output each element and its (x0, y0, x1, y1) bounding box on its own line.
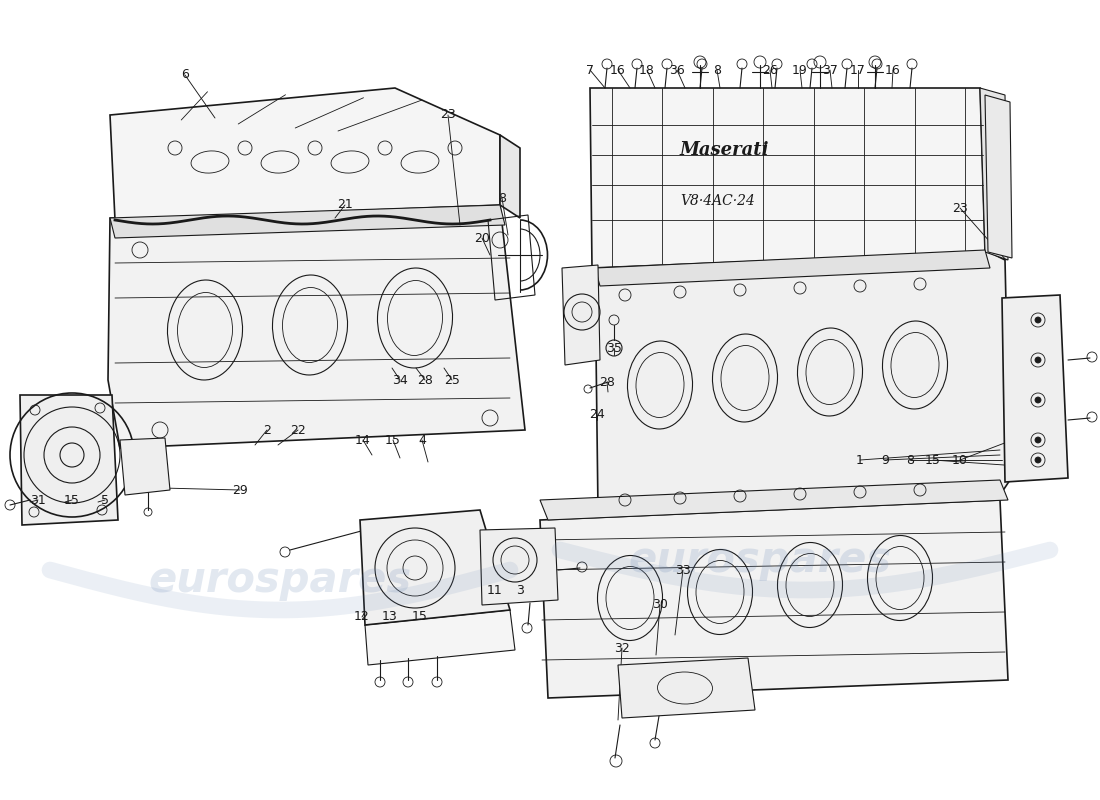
Text: 3: 3 (516, 583, 524, 597)
Text: 30: 30 (652, 598, 668, 611)
Polygon shape (20, 395, 118, 525)
Text: 28: 28 (600, 375, 615, 389)
Text: 15: 15 (412, 610, 428, 623)
Text: 9: 9 (881, 454, 889, 466)
Polygon shape (120, 438, 170, 495)
Text: eurospares: eurospares (628, 539, 892, 581)
Text: 5: 5 (101, 494, 109, 506)
Text: 21: 21 (337, 198, 353, 211)
Text: 14: 14 (355, 434, 371, 446)
Text: 25: 25 (444, 374, 460, 386)
Text: 29: 29 (232, 483, 248, 497)
Text: 23: 23 (953, 202, 968, 214)
Polygon shape (1002, 295, 1068, 482)
Text: 15: 15 (925, 454, 940, 466)
Circle shape (1035, 317, 1041, 323)
Polygon shape (540, 500, 1008, 698)
Text: 37: 37 (822, 63, 838, 77)
Polygon shape (618, 658, 755, 718)
Polygon shape (108, 205, 525, 448)
Text: 22: 22 (290, 423, 306, 437)
Text: 19: 19 (792, 63, 807, 77)
Text: 15: 15 (64, 494, 80, 506)
Text: 34: 34 (392, 374, 408, 386)
Text: 8: 8 (498, 191, 506, 205)
Text: 2: 2 (263, 423, 271, 437)
Text: 28: 28 (417, 374, 433, 386)
Polygon shape (480, 528, 558, 605)
Polygon shape (595, 250, 990, 286)
Text: 8: 8 (906, 454, 914, 466)
Text: Maserati: Maserati (680, 141, 770, 159)
Text: 8: 8 (713, 63, 721, 77)
Text: 17: 17 (850, 63, 866, 77)
Polygon shape (980, 88, 1008, 260)
Text: 32: 32 (614, 642, 630, 654)
Polygon shape (984, 95, 1012, 258)
Polygon shape (590, 88, 984, 268)
Text: 15: 15 (385, 434, 400, 446)
Text: 13: 13 (382, 610, 398, 623)
Text: 33: 33 (675, 563, 691, 577)
Text: 6: 6 (182, 69, 189, 82)
Text: 11: 11 (487, 583, 503, 597)
Text: 36: 36 (669, 63, 685, 77)
Text: 12: 12 (354, 610, 370, 623)
Text: 16: 16 (886, 63, 901, 77)
Polygon shape (360, 510, 510, 625)
Circle shape (1035, 437, 1041, 443)
Text: 7: 7 (586, 63, 594, 77)
Polygon shape (110, 88, 500, 220)
Text: 4: 4 (418, 434, 426, 446)
Text: 10: 10 (953, 454, 968, 466)
Text: 23: 23 (440, 109, 455, 122)
Text: 20: 20 (474, 231, 490, 245)
Circle shape (1035, 357, 1041, 363)
Polygon shape (500, 135, 520, 218)
Polygon shape (595, 250, 1010, 510)
Text: 31: 31 (30, 494, 46, 506)
Text: 35: 35 (606, 342, 621, 354)
Text: 18: 18 (639, 63, 654, 77)
Text: 16: 16 (610, 63, 626, 77)
Text: eurospares: eurospares (148, 559, 411, 601)
Text: V8·4AC·24: V8·4AC·24 (680, 194, 755, 208)
Text: 26: 26 (762, 63, 778, 77)
Polygon shape (540, 480, 1008, 520)
Polygon shape (110, 205, 505, 238)
Polygon shape (365, 610, 515, 665)
Polygon shape (562, 265, 600, 365)
Text: 24: 24 (590, 409, 605, 422)
Circle shape (1035, 457, 1041, 463)
Circle shape (1035, 397, 1041, 403)
Text: 1: 1 (856, 454, 864, 466)
